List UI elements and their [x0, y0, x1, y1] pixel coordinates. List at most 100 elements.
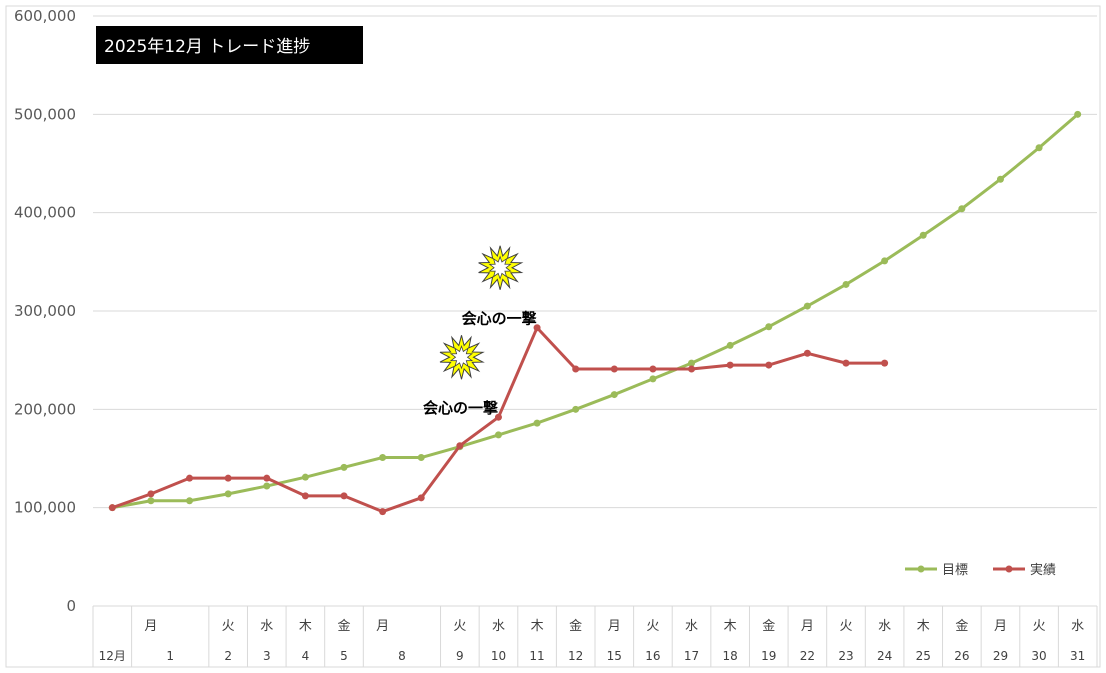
- y-tick-label: 400,000: [14, 204, 76, 222]
- day-label: 12月: [99, 649, 126, 663]
- title-box: [96, 26, 363, 64]
- weekday-label: 月: [801, 619, 814, 634]
- weekday-label: 木: [724, 619, 737, 634]
- data-point: [688, 359, 696, 367]
- weekday-label: 月: [144, 619, 157, 634]
- weekday-label: 金: [955, 618, 968, 634]
- data-point: [610, 391, 618, 399]
- category-axis-table: 12月月1火2水3木4金5月8火9水10木11金12月15火16水17木18金1…: [92, 605, 1098, 667]
- y-tick-label: 300,000: [14, 302, 76, 320]
- data-point: [147, 490, 155, 498]
- data-point: [108, 504, 116, 512]
- weekday-label: 火: [1033, 619, 1046, 634]
- data-point: [919, 231, 927, 239]
- weekday-label: 金: [569, 618, 582, 634]
- data-point: [881, 359, 889, 367]
- legend-swatch-marker: [1005, 565, 1013, 573]
- data-point: [224, 474, 232, 482]
- data-point: [340, 463, 348, 471]
- series-target: [108, 110, 1082, 512]
- weekday-label: 水: [260, 619, 273, 634]
- data-point: [649, 365, 657, 373]
- data-point: [765, 323, 773, 331]
- day-label: 17: [684, 649, 699, 663]
- weekday-label: 火: [453, 619, 466, 634]
- day-label: 18: [723, 649, 738, 663]
- legend-label: 目標: [942, 563, 968, 578]
- day-label: 30: [1031, 649, 1046, 663]
- data-point: [533, 419, 541, 427]
- data-point: [842, 359, 850, 367]
- data-point: [996, 175, 1004, 183]
- chart-title: 2025年12月 トレード進捗: [96, 26, 363, 64]
- day-label: 12: [568, 649, 583, 663]
- data-point: [301, 492, 309, 500]
- data-point: [803, 349, 811, 357]
- data-point: [186, 497, 194, 505]
- weekday-label: 月: [608, 619, 621, 634]
- weekday-label: 月: [994, 619, 1007, 634]
- data-point: [224, 490, 232, 498]
- data-point: [649, 375, 657, 383]
- annotation-label: 会心の一撃: [462, 310, 537, 328]
- data-point: [726, 341, 734, 349]
- weekday-label: 木: [917, 619, 930, 634]
- weekday-label: 水: [685, 619, 698, 634]
- starburst-center: [449, 344, 474, 370]
- day-label: 2: [224, 649, 232, 663]
- title-text: 2025年12月 トレード進捗: [104, 37, 310, 57]
- data-point: [147, 497, 155, 505]
- data-point: [494, 413, 502, 421]
- weekday-label: 木: [531, 619, 544, 634]
- data-point: [379, 508, 387, 516]
- day-label: 11: [529, 649, 544, 663]
- day-label: 3: [263, 649, 271, 663]
- y-axis-ticks: 0 100,000 200,000 300,000 400,000 500,000 600,…: [14, 7, 76, 615]
- y-tick-label: 200,000: [14, 400, 76, 418]
- weekday-label: 水: [1071, 619, 1084, 634]
- data-point: [881, 257, 889, 265]
- day-label: 24: [877, 649, 892, 663]
- critical-hit-annotation: 会心の一撃: [462, 245, 537, 328]
- day-label: 23: [838, 649, 853, 663]
- data-point: [533, 324, 541, 332]
- day-label: 16: [645, 649, 660, 663]
- legend-label: 実績: [1030, 562, 1056, 578]
- weekday-label: 水: [492, 619, 505, 634]
- data-point: [186, 474, 194, 482]
- data-point: [301, 473, 309, 481]
- series-lines: [108, 110, 1082, 516]
- data-point: [572, 405, 580, 413]
- data-point: [688, 365, 696, 373]
- data-point: [340, 492, 348, 500]
- weekday-label: 金: [337, 618, 350, 634]
- data-point: [263, 474, 271, 482]
- day-label: 22: [800, 649, 815, 663]
- day-label: 19: [761, 649, 776, 663]
- data-point: [1074, 110, 1082, 118]
- day-label: 8: [398, 649, 406, 663]
- chart-frame: [5, 5, 1101, 668]
- annotation-label: 会心の一撃: [423, 399, 498, 417]
- data-point: [379, 454, 387, 462]
- y-tick-label: 500,000: [14, 105, 76, 123]
- weekday-label: 水: [878, 619, 891, 634]
- data-point: [417, 454, 425, 462]
- data-point: [494, 431, 502, 439]
- series-line: [112, 113, 1079, 510]
- day-label: 9: [456, 649, 464, 663]
- data-point: [417, 494, 425, 502]
- data-point: [726, 361, 734, 369]
- weekday-label: 火: [646, 619, 659, 634]
- weekday-label: 火: [222, 619, 235, 634]
- data-point: [610, 365, 618, 373]
- day-label: 5: [340, 649, 348, 663]
- data-point: [803, 302, 811, 310]
- day-label: 4: [302, 649, 310, 663]
- legend-entry-target: 目標: [905, 563, 968, 578]
- data-point: [1035, 144, 1043, 152]
- data-point: [572, 365, 580, 373]
- day-label: 29: [993, 649, 1008, 663]
